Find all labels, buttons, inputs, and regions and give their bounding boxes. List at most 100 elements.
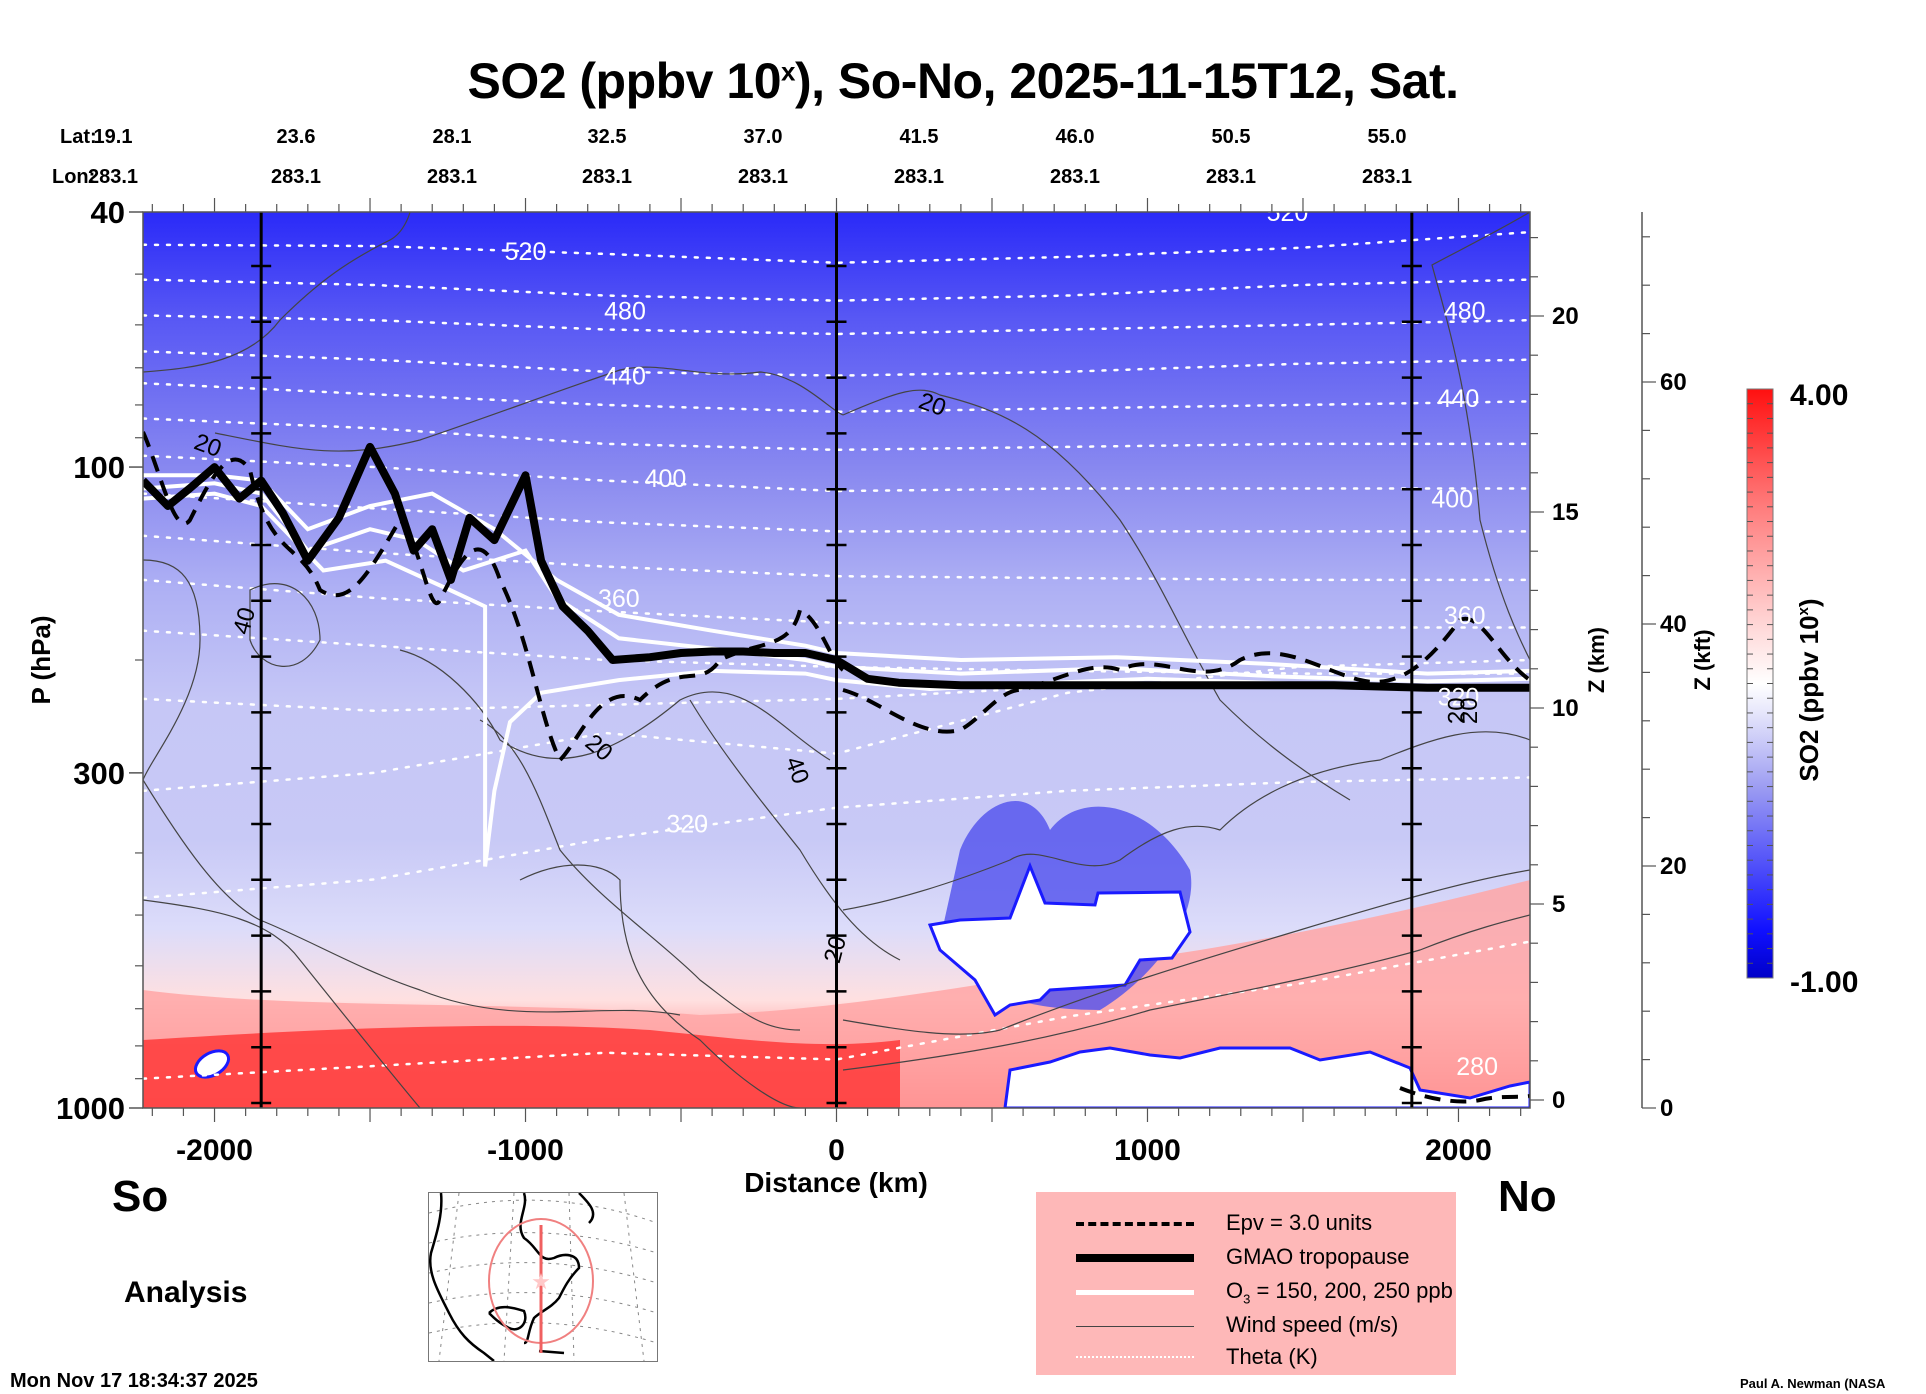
lat-value: 46.0 <box>1055 126 1095 148</box>
wind-contour <box>689 699 901 961</box>
y-tick-label: 100 <box>73 450 125 485</box>
wind-contour <box>842 389 1351 801</box>
map-coastlines <box>428 1192 595 1362</box>
wind-contour <box>214 366 844 452</box>
theta-label: 520 <box>505 238 547 266</box>
title-superscript: x <box>781 56 795 87</box>
wind-speed-label: 20 <box>1444 697 1471 724</box>
wind-contour <box>842 869 1530 1035</box>
lat-value: 50.5 <box>1211 126 1251 148</box>
theta-label: 400 <box>1431 486 1473 514</box>
lon-value: 283.1 <box>893 166 945 188</box>
z-km-tick-label: 5 <box>1552 891 1565 918</box>
theta-contour <box>143 230 1530 265</box>
o3-contour-150 <box>143 473 1530 676</box>
theta-contour <box>143 454 1530 493</box>
epv-contour <box>1399 1086 1530 1104</box>
z-kft-tick-label: 40 <box>1660 611 1687 638</box>
z-km-tick-label: 10 <box>1552 695 1579 722</box>
wind-contour <box>1431 212 1530 661</box>
wind-contour <box>143 212 411 373</box>
legend-item-o3: O3 = 150, 200, 250 ppb <box>1036 1276 1456 1308</box>
legend-item-tropopause: GMAO tropopause <box>1036 1242 1456 1274</box>
legend-label: Theta (K) <box>1226 1344 1318 1369</box>
colorbar-title-text: SO2 (ppbv 10 <box>1794 615 1824 781</box>
tropopause-path <box>143 442 1530 692</box>
legend-label: Epv = 3.0 units <box>1226 1210 1373 1235</box>
colorbar-title: SO2 (ppbv 10x) <box>1794 598 1824 781</box>
lat-value: 32.5 <box>587 126 627 148</box>
legend-dotted-line-icon <box>1076 1356 1194 1358</box>
wind-speed-label: 20 <box>1456 697 1483 724</box>
theta-label: 440 <box>604 363 646 391</box>
wind-contour <box>479 719 801 1031</box>
x-tick-label: -2000 <box>176 1134 253 1167</box>
lat-value: 41.5 <box>899 126 939 148</box>
legend-item-epv: Epv = 3.0 units <box>1036 1208 1456 1240</box>
theta-contour <box>143 940 1530 1080</box>
z-km-tick-label: 20 <box>1552 303 1579 330</box>
so2-missing-region-mid <box>927 861 1192 1018</box>
wind-contour <box>399 649 831 761</box>
theta-contour <box>143 381 1530 414</box>
analysis-label: Analysis <box>124 1276 248 1309</box>
contour-labels: 520 480 440 400 360 320 520 480 440 400 360 320 280 2… <box>191 199 1498 1081</box>
theta-contour <box>143 629 1530 675</box>
wind-contour <box>143 559 201 781</box>
theta-contour <box>143 534 1530 582</box>
lon-value: 283.1 <box>270 166 322 188</box>
theta-contour <box>143 278 1530 302</box>
legend-label: O3 = 150, 200, 250 ppb <box>1226 1278 1453 1306</box>
legend-thick-line-icon <box>1076 1254 1194 1262</box>
theta-label: 360 <box>1444 602 1486 630</box>
legend-item-wind: Wind speed (m/s) <box>1036 1310 1456 1342</box>
z-km-tick-label: 0 <box>1552 1087 1565 1114</box>
theta-contour <box>143 417 1530 452</box>
colorbar-max-label: 4.00 <box>1790 379 1848 412</box>
x-tick-label: -1000 <box>487 1134 564 1167</box>
legend-item-theta: Theta (K) <box>1036 1342 1456 1374</box>
theta-contour <box>143 492 1530 533</box>
tropopause-line <box>143 442 1530 692</box>
title-text: SO2 (ppbv 10 <box>467 53 781 109</box>
x-tick-label: 1000 <box>1114 1134 1181 1167</box>
theta-label: 440 <box>1438 385 1480 413</box>
vertical-marker-lines <box>251 212 1422 1108</box>
theta-label: 360 <box>598 585 640 613</box>
wind-contour <box>143 779 681 1016</box>
y-tick-label: 300 <box>73 756 125 791</box>
legend-o3-suffix: = 150, 200, 250 ppb <box>1250 1278 1453 1303</box>
y-tick-label: 1000 <box>56 1091 125 1126</box>
legend-label: GMAO tropopause <box>1226 1244 1410 1269</box>
z-kft-tick-label: 0 <box>1660 1095 1673 1122</box>
legend-dashed-line-icon <box>1076 1222 1194 1226</box>
credit: Paul A. Newman (NASA <box>1740 1376 1886 1391</box>
theta-label: 520 <box>1267 199 1309 227</box>
theta-contour <box>143 314 1530 336</box>
so2-surface-band-core <box>143 1025 900 1108</box>
theta-label: 320 <box>666 811 708 839</box>
timestamp: Mon Nov 17 18:34:37 2025 <box>10 1370 258 1392</box>
theta-label: 480 <box>604 298 646 326</box>
lat-value: 19.1 <box>93 126 133 148</box>
theta-label: 320 <box>1438 683 1480 711</box>
z-km-tick-label: 15 <box>1552 499 1579 526</box>
lon-value: 283.1 <box>737 166 789 188</box>
legend-thin-line-icon <box>1076 1326 1194 1327</box>
lat-row-label: Lat: <box>60 126 97 148</box>
axes: 40 100 300 1000 -2000 -1000 0 1000 2000 0 5 10 15 20 0… <box>56 195 1687 1167</box>
wind-speed-contours <box>143 212 1530 1108</box>
map-graticule <box>428 1192 658 1362</box>
lat-value: 23.6 <box>276 126 316 148</box>
theta-contour <box>143 350 1530 377</box>
z-kft-tick-label: 20 <box>1660 853 1687 880</box>
theta-label: 480 <box>1444 298 1486 326</box>
epv-contour <box>842 616 1530 734</box>
y-axis-title: P (hPa) <box>26 615 56 704</box>
x-tick-label: 2000 <box>1425 1134 1492 1167</box>
y-tick-label: 40 <box>91 195 125 230</box>
z-km-axis-title: Z (km) <box>1584 627 1609 693</box>
lat-value: 37.0 <box>743 126 783 148</box>
epv-contours <box>143 431 1530 1104</box>
lon-value: 283.1 <box>87 166 139 188</box>
